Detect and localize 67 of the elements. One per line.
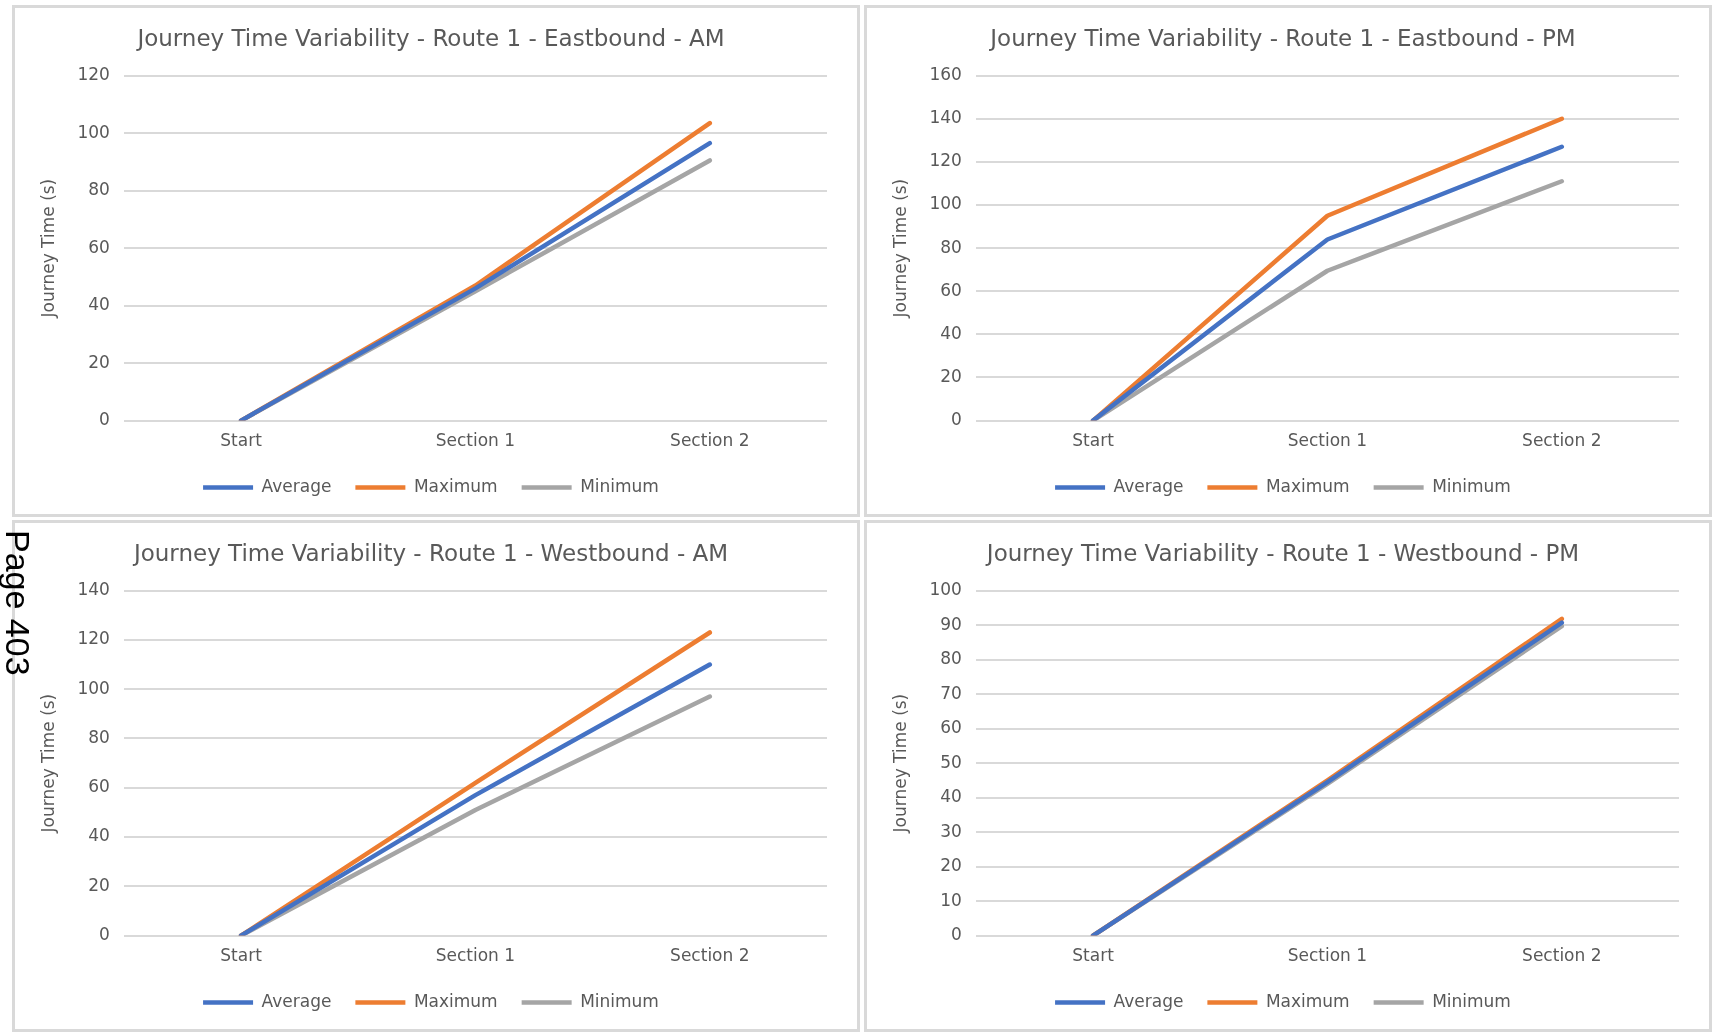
y-axis-title: Journey Time (s) xyxy=(37,693,58,834)
y-tick-label: 60 xyxy=(940,279,962,300)
y-tick-label: 20 xyxy=(88,874,110,895)
x-tick-label: Section 1 xyxy=(435,945,516,966)
y-tick-label: 160 xyxy=(929,64,962,85)
legend-label: Average xyxy=(261,475,332,496)
legend-label: Average xyxy=(1113,475,1184,496)
y-tick-label: 80 xyxy=(940,648,962,669)
y-tick-label: 140 xyxy=(929,107,962,128)
y-axis-title: Journey Time (s) xyxy=(889,693,910,834)
y-tick-label: 80 xyxy=(940,236,962,257)
y-tick-label: 0 xyxy=(99,409,110,430)
y-tick-label: 80 xyxy=(88,179,110,200)
y-tick-label: 70 xyxy=(940,682,962,703)
legend-label: Maximum xyxy=(413,475,498,496)
y-tick-label: 10 xyxy=(940,889,962,910)
legend-label: Average xyxy=(261,990,332,1011)
y-tick-label: 100 xyxy=(929,579,962,600)
x-tick-label: Section 1 xyxy=(1287,430,1368,451)
y-tick-label: 60 xyxy=(88,776,110,797)
y-tick-label: 100 xyxy=(77,121,110,142)
y-tick-label: 120 xyxy=(77,628,110,649)
legend-label: Maximum xyxy=(413,990,498,1011)
x-tick-label: Section 1 xyxy=(435,430,516,451)
y-tick-label: 30 xyxy=(940,820,962,841)
y-tick-label: 40 xyxy=(940,322,962,343)
x-tick-label: Start xyxy=(220,430,263,451)
legend-label: Maximum xyxy=(1265,990,1350,1011)
y-tick-label: 0 xyxy=(951,924,962,945)
legend-label: Minimum xyxy=(580,990,659,1011)
y-tick-label: 120 xyxy=(77,64,110,85)
y-tick-label: 80 xyxy=(88,726,110,747)
y-axis-title: Journey Time (s) xyxy=(889,178,910,319)
x-tick-label: Section 2 xyxy=(1522,945,1602,966)
y-tick-label: 140 xyxy=(77,579,110,600)
x-tick-label: Section 2 xyxy=(670,945,750,966)
y-tick-label: 20 xyxy=(940,855,962,876)
y-tick-label: 20 xyxy=(940,365,962,386)
chart-title: Journey Time Variability - Route 1 - Westbound - PM xyxy=(984,539,1580,566)
y-tick-label: 120 xyxy=(929,150,962,171)
x-tick-label: Start xyxy=(1072,430,1115,451)
y-axis-title: Journey Time (s) xyxy=(37,178,58,319)
chart-title: Journey Time Variability - Route 1 - Eastbound - AM xyxy=(135,24,725,51)
x-tick-label: Start xyxy=(220,945,263,966)
y-tick-label: 40 xyxy=(88,825,110,846)
y-tick-label: 0 xyxy=(951,409,962,430)
y-tick-label: 50 xyxy=(940,751,962,772)
y-tick-label: 40 xyxy=(88,294,110,315)
x-tick-label: Start xyxy=(1072,945,1115,966)
chart-title: Journey Time Variability - Route 1 - Westbound - AM xyxy=(131,539,729,566)
y-tick-label: 40 xyxy=(940,786,962,807)
legend-label: Maximum xyxy=(1265,475,1350,496)
y-tick-label: 0 xyxy=(99,924,110,945)
legend-label: Minimum xyxy=(1432,475,1511,496)
x-tick-label: Section 2 xyxy=(1522,430,1602,451)
legend-label: Minimum xyxy=(1432,990,1511,1011)
y-tick-label: 20 xyxy=(88,351,110,372)
y-tick-label: 90 xyxy=(940,613,962,634)
y-tick-label: 60 xyxy=(940,717,962,738)
y-tick-label: 60 xyxy=(88,236,110,257)
legend-label: Minimum xyxy=(580,475,659,496)
y-tick-label: 100 xyxy=(929,193,962,214)
y-tick-label: 100 xyxy=(77,677,110,698)
x-tick-label: Section 2 xyxy=(670,430,750,451)
legend-label: Average xyxy=(1113,990,1184,1011)
x-tick-label: Section 1 xyxy=(1287,945,1368,966)
chart-title: Journey Time Variability - Route 1 - Eastbound - PM xyxy=(988,24,1576,51)
